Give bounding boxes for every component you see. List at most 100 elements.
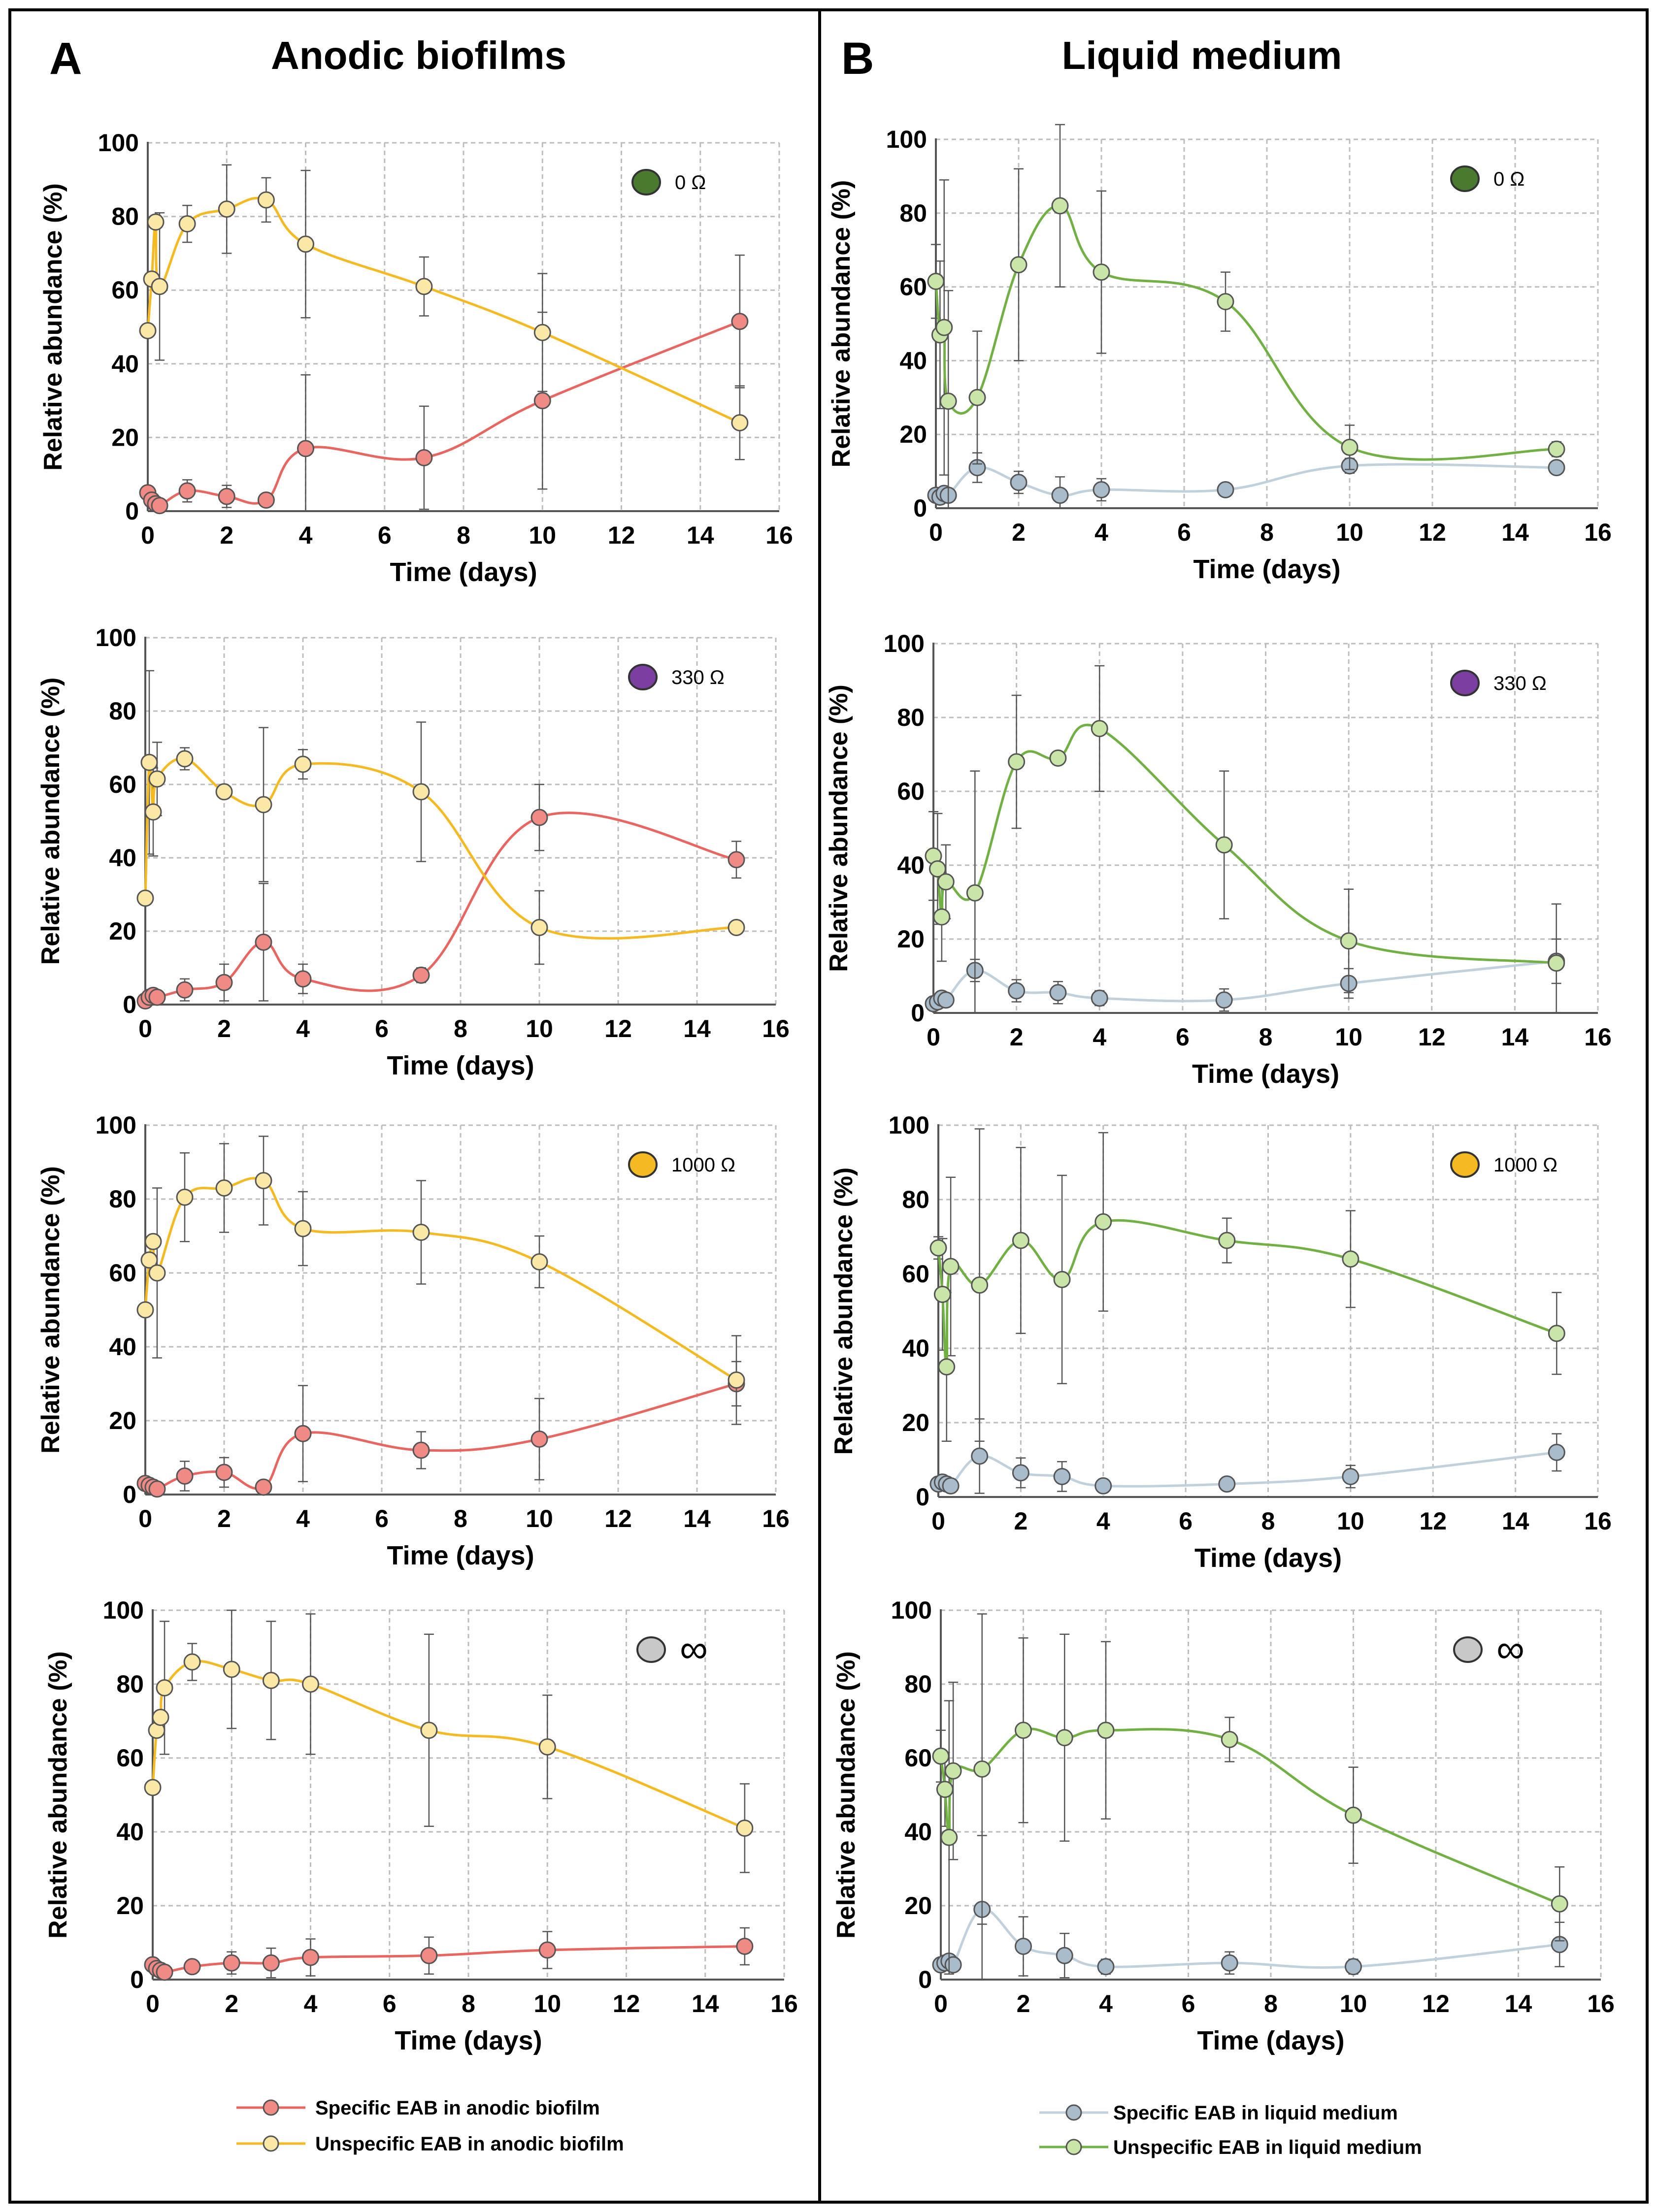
series-unspecific-liquid: [925, 665, 1565, 1014]
y-tick-label: 0: [125, 497, 139, 525]
data-point: [935, 319, 953, 336]
data-point: [1342, 1467, 1359, 1485]
y-axis-title: Relative abundance (%): [39, 183, 67, 471]
data-point: [1340, 932, 1358, 950]
x-tick-label: 16: [1587, 1990, 1615, 2017]
x-tick-label: 2: [225, 1990, 238, 2017]
x-axis-title: Time (days): [390, 557, 537, 587]
y-axis-title: Relative abundance (%): [825, 684, 853, 972]
data-point: [151, 497, 168, 515]
x-tick-label: 2: [217, 1015, 231, 1042]
data-point: [1091, 989, 1108, 1007]
data-point: [1218, 1232, 1236, 1249]
x-tick-label: 8: [1260, 519, 1274, 546]
data-point: [1008, 753, 1026, 771]
x-tick-label: 8: [454, 1505, 467, 1532]
series-specific-biofilm: [136, 783, 745, 1010]
y-tick-label: 20: [111, 423, 139, 451]
y-tick-label: 80: [904, 1670, 932, 1698]
data-point: [257, 491, 275, 509]
data-point: [932, 1747, 950, 1765]
data-point: [136, 889, 154, 907]
data-point: [144, 1779, 162, 1796]
y-tick-label: 80: [111, 203, 139, 230]
x-tick-label: 10: [1340, 1990, 1367, 2017]
series-unspecific-liquid: [929, 1128, 1565, 1442]
data-point: [1345, 1958, 1362, 1976]
data-point: [151, 278, 168, 295]
y-tick-label: 100: [96, 624, 136, 651]
x-tick-label: 14: [1502, 1507, 1529, 1535]
x-tick-label: 10: [533, 1990, 561, 2017]
x-tick-label: 2: [1017, 1990, 1030, 2017]
data-point: [1341, 438, 1359, 456]
x-tick-label: 12: [1419, 1507, 1447, 1535]
legend-marker-specific-liquid: [1065, 2104, 1082, 2121]
y-tick-label: 40: [902, 1334, 929, 1362]
data-point: [412, 783, 430, 801]
data-point: [294, 1220, 312, 1237]
x-tick-label: 10: [526, 1015, 553, 1042]
chart-5: 0 20 40 60 80 100 0 2 4 6 8 10 12 14 16 Time (days) Rela…: [36, 1111, 790, 1570]
x-tick-label: 6: [1179, 1507, 1193, 1535]
x-tick-label: 14: [687, 521, 714, 549]
data-point: [215, 974, 233, 991]
x-tick-label: 2: [217, 1505, 231, 1532]
y-axis-title: Relative abundance (%): [44, 1651, 72, 1939]
resistance-marker: [1450, 165, 1480, 192]
data-point: [1097, 1722, 1115, 1739]
y-tick-label: 100: [96, 1111, 136, 1139]
data-point: [1548, 1443, 1565, 1461]
data-point: [728, 851, 745, 869]
data-point: [1548, 459, 1565, 477]
data-point: [1215, 991, 1233, 1009]
data-point: [262, 1954, 280, 1972]
data-point: [1053, 1270, 1071, 1288]
resistance-label: 0 Ω: [1493, 168, 1524, 190]
x-tick-label: 14: [1505, 1990, 1532, 2017]
x-tick-label: 14: [692, 1990, 719, 2017]
x-tick-label: 8: [1259, 1023, 1273, 1051]
data-point: [731, 414, 749, 431]
data-point: [139, 322, 157, 339]
y-tick-label: 40: [904, 1818, 932, 1846]
data-point: [538, 1738, 556, 1756]
data-point: [530, 1431, 548, 1448]
y-tick-label: 60: [116, 1744, 144, 1772]
data-point: [1015, 1722, 1032, 1739]
legend-item-specific-biofilm: Specific EAB in anodic biofilm: [236, 2097, 600, 2119]
y-tick-label: 80: [902, 1186, 929, 1213]
data-point: [736, 1820, 754, 1837]
y-tick-label: 80: [116, 1670, 144, 1698]
data-point: [136, 1301, 154, 1319]
data-point: [415, 278, 433, 295]
data-point: [728, 1371, 745, 1389]
panel-b-letter: B: [841, 33, 874, 84]
x-tick-label: 0: [138, 1505, 152, 1532]
y-tick-label: 20: [897, 925, 925, 953]
resistance-marker: [1450, 670, 1480, 696]
x-tick-label: 0: [927, 1023, 940, 1051]
data-point: [944, 1762, 962, 1780]
x-tick-label: 4: [1094, 519, 1108, 546]
y-tick-label: 40: [897, 851, 925, 879]
x-tick-label: 12: [1422, 1990, 1450, 2017]
data-point: [937, 991, 955, 1009]
data-point: [412, 1224, 430, 1241]
x-tick-label: 8: [454, 1015, 467, 1042]
x-axis-title: Time (days): [1193, 554, 1340, 584]
x-tick-label: 0: [934, 1990, 948, 2017]
resistance-marker: [631, 169, 661, 195]
panel-b-title: Liquid medium: [1062, 33, 1342, 77]
legend-marker-specific-biofilm: [263, 2099, 279, 2116]
x-tick-label: 12: [604, 1015, 632, 1042]
x-tick-label: 2: [220, 521, 233, 549]
data-point: [942, 1477, 960, 1495]
series-unspecific-liquid: [932, 1613, 1568, 1975]
data-point: [1049, 984, 1067, 1002]
x-tick-label: 10: [1336, 519, 1363, 546]
x-tick-label: 12: [613, 1990, 640, 2017]
x-tick-label: 2: [1010, 1023, 1024, 1051]
data-point: [156, 1679, 173, 1696]
